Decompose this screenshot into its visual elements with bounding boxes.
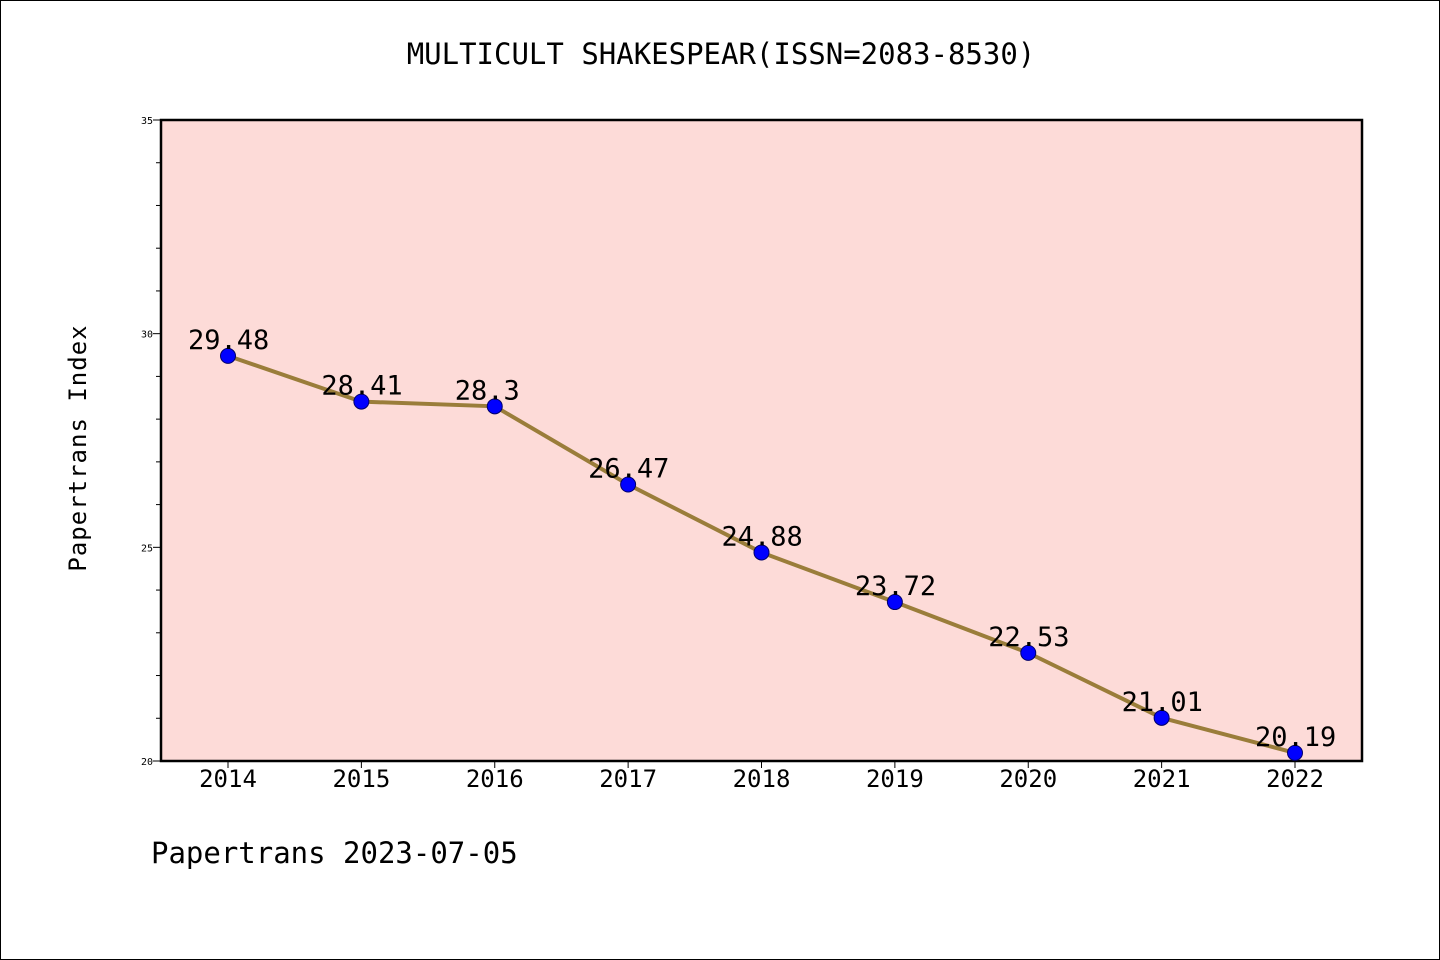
y-tick-label: 30 [141,330,153,341]
plot-background [161,120,1362,761]
data-label: 29.48 [188,325,269,356]
data-label: 28.41 [321,371,402,402]
data-label: 23.72 [855,571,936,602]
x-tick-label: 2016 [466,765,524,793]
data-label: 24.88 [722,521,803,552]
data-point [486,398,503,415]
y-tick-label: 35 [141,116,153,127]
data-point [220,347,236,364]
x-tick-label: 2015 [332,765,390,793]
data-label: 22.53 [988,622,1069,653]
x-tick-label: 2018 [733,765,791,793]
plot-border [159,118,1364,763]
y-tick-label: 20 [141,757,153,768]
data-label: 21.01 [1122,687,1203,718]
data-point [753,544,770,561]
data-point [1153,709,1170,726]
x-tick-label: 2014 [199,765,257,793]
data-label: 28.3 [455,375,520,406]
chart-title: MULTICULT SHAKESPEAR(ISSN=2083-8530) [406,37,1036,71]
data-label: 26.47 [588,454,669,485]
x-tick-label: 2021 [1133,765,1191,793]
x-tick-label: 2022 [1266,765,1324,793]
x-tick-label: 2019 [866,765,924,793]
data-point [620,476,637,493]
data-point [1287,744,1303,761]
y-tick-label: 25 [141,543,153,554]
footer-date-note: Papertrans 2023-07-05 [151,836,518,870]
data-point [1020,644,1037,661]
data-point [886,594,903,611]
data-point [353,393,370,410]
x-tick-label: 2020 [999,765,1057,793]
x-tick-label: 2017 [599,765,657,793]
data-label: 20.19 [1255,722,1336,753]
